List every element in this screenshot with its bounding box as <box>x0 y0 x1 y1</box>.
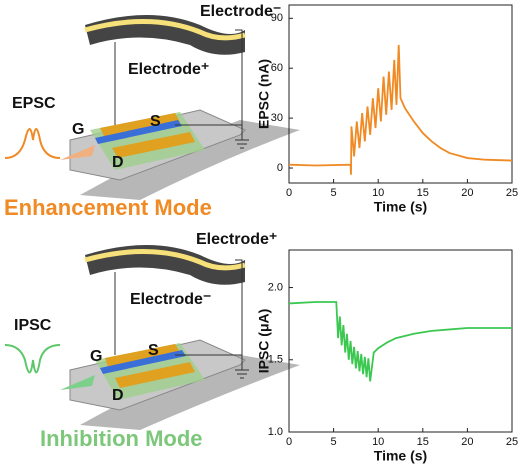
x-tick-label: 10 <box>372 187 384 199</box>
x-tick-label: 0 <box>286 436 292 448</box>
electrode-label: Electrode⁻ <box>130 291 211 308</box>
electrode-label: Electrode⁻ <box>200 3 281 20</box>
y-tick-label: 60 <box>271 62 283 74</box>
x-tick-label: 0 <box>286 187 292 199</box>
device-diagram <box>4 15 300 200</box>
source-label: S <box>148 342 159 359</box>
y-tick-label: 1.5 <box>268 354 283 366</box>
electrode-label: Electrode⁺ <box>128 61 209 78</box>
x-axis-label: Time (s) <box>374 199 427 215</box>
y-tick-label: 0 <box>277 162 283 174</box>
data-line <box>288 301 512 382</box>
signal-label: IPSC <box>14 317 52 334</box>
mode-title: Inhibition Mode <box>40 426 203 451</box>
drain-label: D <box>112 154 124 171</box>
x-tick-label: 5 <box>331 187 337 199</box>
x-tick-label: 5 <box>331 436 337 448</box>
signal-label: EPSC <box>12 95 56 112</box>
y-tick-label: 2.0 <box>268 281 283 293</box>
gate-label: G <box>90 348 102 365</box>
plot-frame <box>288 4 513 184</box>
x-tick-label: 20 <box>461 436 473 448</box>
data-line <box>288 44 513 175</box>
y-axis-label: EPSC (nA) <box>256 59 272 129</box>
x-tick-label: 25 <box>506 436 518 448</box>
x-tick-label: 20 <box>461 187 473 199</box>
x-tick-label: 25 <box>506 187 518 199</box>
plot-frame <box>288 249 513 433</box>
drain-label: D <box>112 387 124 404</box>
mode-title: Enhancement Mode <box>4 195 212 220</box>
y-tick-label: 90 <box>271 12 283 24</box>
electrode-label: Electrode⁺ <box>196 231 277 248</box>
y-axis-label: IPSC (μA) <box>256 309 272 374</box>
device-diagram <box>4 245 300 430</box>
source-label: S <box>150 113 161 130</box>
x-tick-label: 15 <box>417 436 429 448</box>
x-axis-label: Time (s) <box>374 448 427 464</box>
x-tick-label: 15 <box>417 187 429 199</box>
y-tick-label: 1.0 <box>268 426 283 438</box>
x-tick-label: 10 <box>372 436 384 448</box>
gate-label: G <box>72 121 84 138</box>
y-tick-label: 30 <box>271 112 283 124</box>
